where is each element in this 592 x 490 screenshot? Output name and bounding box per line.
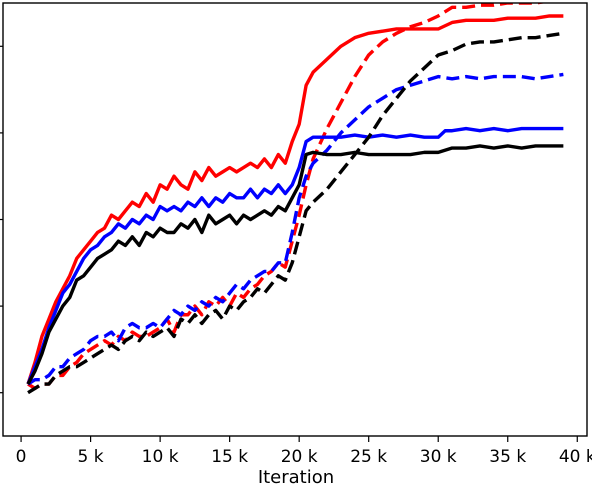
x-tick-label: 5 k (78, 447, 104, 467)
series-line-red-dashed (27, 3, 547, 391)
x-axis-label: Iteration (258, 467, 334, 488)
x-tick-label: 20 k (281, 447, 318, 467)
series-line-black-dashed (27, 31, 564, 395)
x-tick-label: 40 k (559, 447, 592, 467)
x-tick-label: 0 (16, 447, 27, 467)
axis-layer: 0 5 k 10 k 15 k 20 k 25 k 30 k 35 k 40 k (0, 2, 592, 467)
series-line-black-solid (26, 144, 564, 385)
x-tick-label: 15 k (211, 447, 248, 467)
x-tick-label: 25 k (350, 447, 387, 467)
x-tick-label: 30 k (420, 447, 457, 467)
series-layer (26, 3, 564, 395)
x-tick-label: 35 k (489, 447, 526, 467)
series-line-blue-dashed (27, 72, 564, 386)
x-tick-label: 10 k (142, 447, 179, 467)
series-line-red-solid (26, 14, 564, 385)
series-line-blue-solid (26, 126, 564, 385)
